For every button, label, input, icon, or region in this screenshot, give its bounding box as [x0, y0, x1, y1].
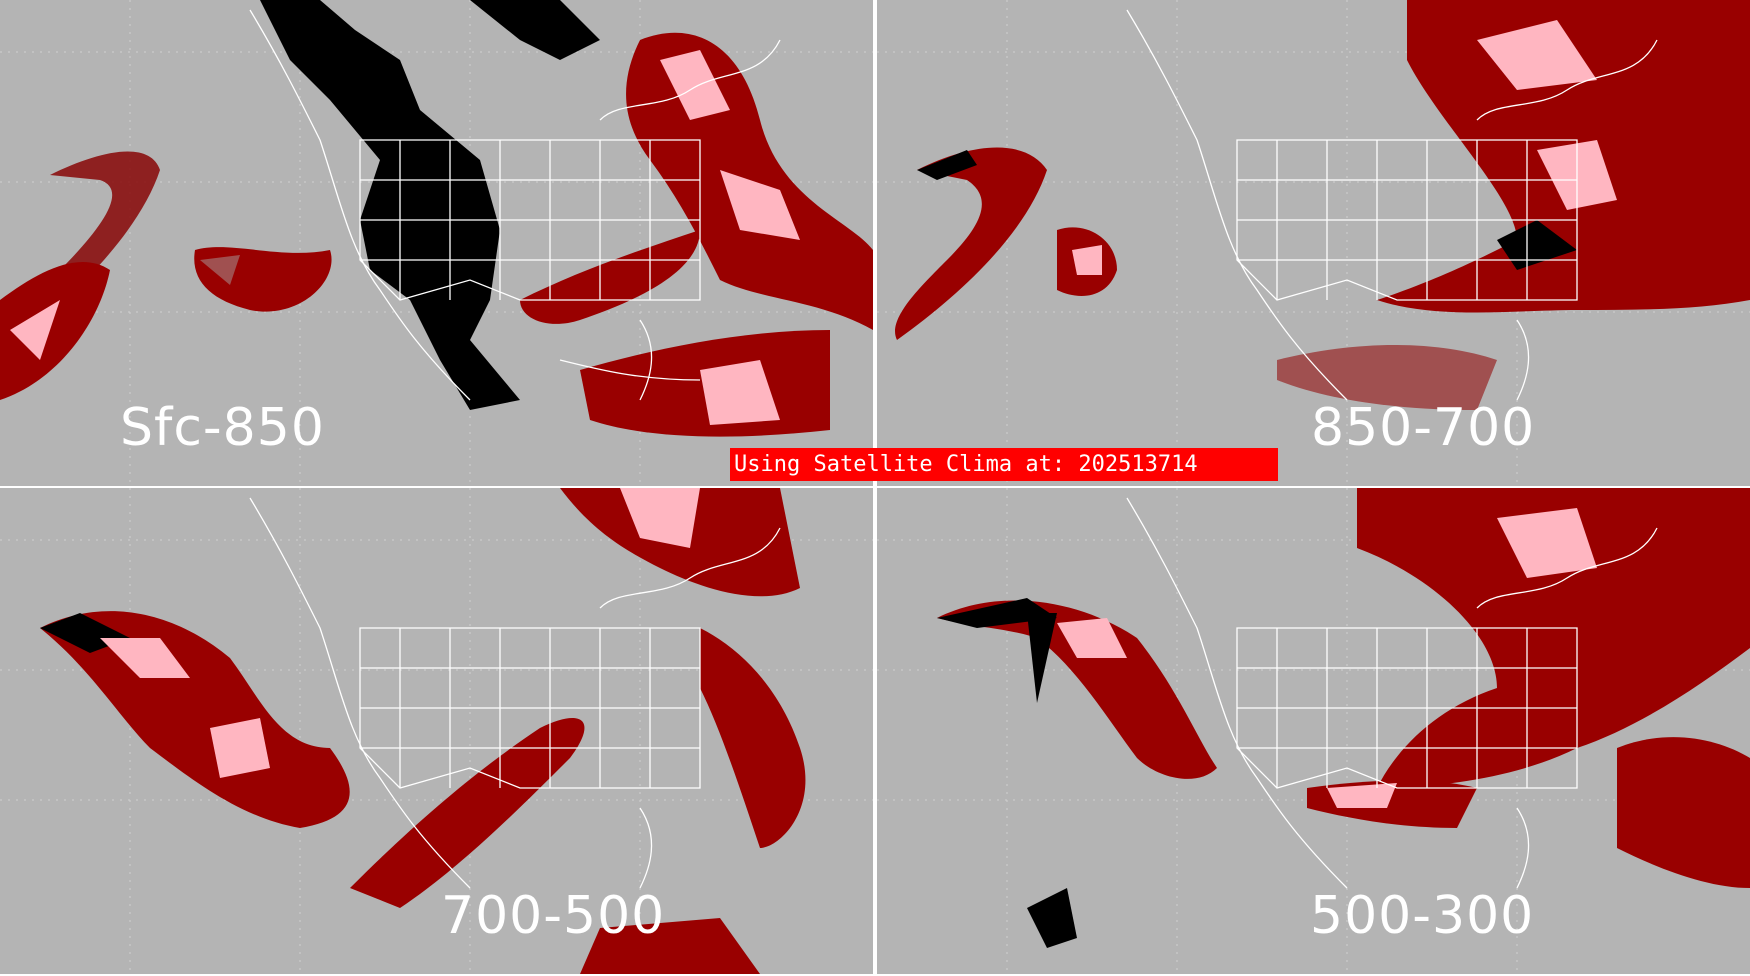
level-label: 700-500	[441, 886, 666, 946]
map-panel-850-700[interactable]: 850-700	[877, 0, 1750, 486]
level-label: Sfc-850	[120, 398, 325, 458]
level-label: 850-700	[1311, 398, 1536, 458]
map-image	[0, 0, 873, 486]
map-image	[0, 488, 873, 974]
map-panel-700-500[interactable]: 700-500	[0, 488, 873, 974]
map-panel-sfc-850[interactable]: Sfc-850	[0, 0, 873, 486]
map-panel-500-300[interactable]: 500-300	[877, 488, 1750, 974]
level-label: 500-300	[1310, 886, 1535, 946]
status-banner: Using Satellite Clima at: 202513714	[730, 448, 1278, 481]
map-image	[877, 0, 1750, 486]
map-image	[877, 488, 1750, 974]
